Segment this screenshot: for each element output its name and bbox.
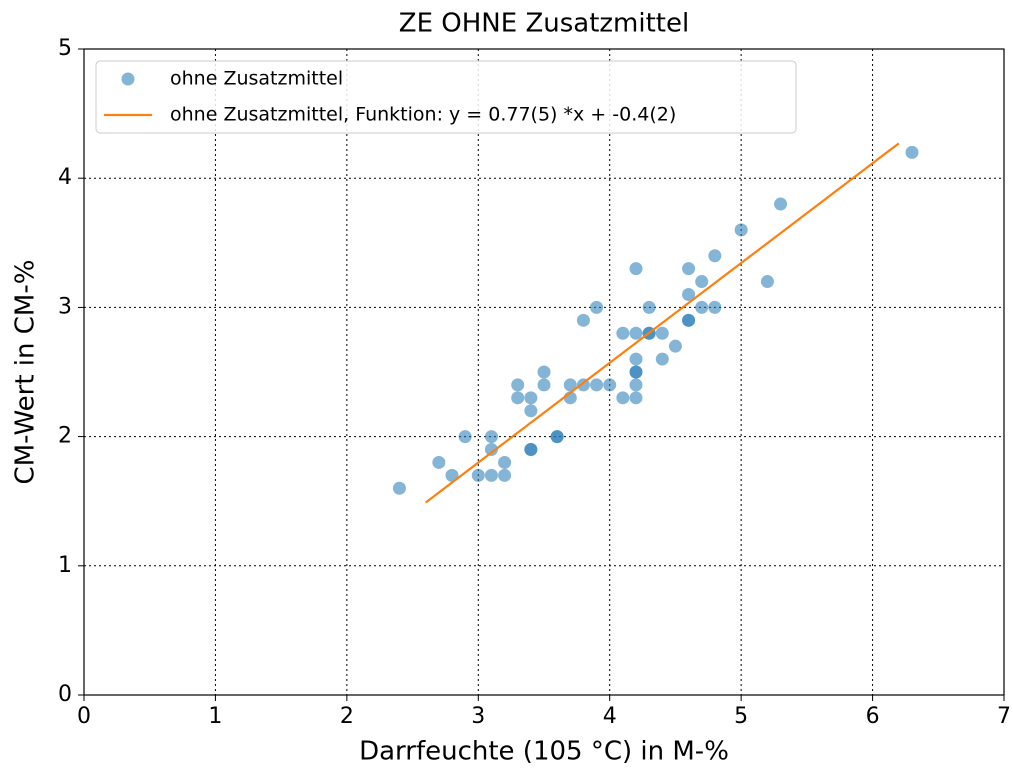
scatter-point <box>695 275 709 289</box>
legend-marker <box>121 72 135 86</box>
scatter-point <box>563 378 577 392</box>
scatter-point <box>445 468 459 482</box>
scatter-point <box>708 300 722 314</box>
x-tick-label: 7 <box>997 704 1011 729</box>
scatter-point <box>471 468 485 482</box>
scatter-point <box>668 339 682 353</box>
x-tick-label: 2 <box>340 704 354 729</box>
y-tick-label: 3 <box>58 294 72 319</box>
scatter-point <box>458 430 472 444</box>
scatter-point <box>629 391 643 405</box>
x-tick-label: 1 <box>208 704 222 729</box>
y-tick-label: 4 <box>58 165 72 190</box>
y-axis-label: CM-Wert in CM-% <box>11 260 41 485</box>
x-tick-label: 6 <box>866 704 880 729</box>
scatter-point <box>682 313 696 327</box>
x-axis-label: Darrfeuchte (105 °C) in M-% <box>359 737 729 767</box>
scatter-point <box>484 430 498 444</box>
scatter-point <box>682 287 696 301</box>
scatter-point <box>392 481 406 495</box>
scatter-point <box>774 197 788 211</box>
y-tick-label: 1 <box>58 553 72 578</box>
scatter-point <box>537 365 551 379</box>
scatter-point <box>655 352 669 366</box>
scatter-point <box>498 455 512 469</box>
scatter-point <box>432 455 446 469</box>
scatter-point <box>760 275 774 289</box>
scatter-point <box>708 249 722 263</box>
scatter-point <box>511 378 525 392</box>
scatter-point <box>629 352 643 366</box>
scatter-point <box>537 378 551 392</box>
scatter-point <box>524 443 538 457</box>
x-tick-label: 3 <box>471 704 485 729</box>
scatter-point <box>498 468 512 482</box>
scatter-point <box>734 223 748 237</box>
y-tick-label: 0 <box>58 682 72 707</box>
scatter-point <box>524 391 538 405</box>
y-tick-label: 2 <box>58 424 72 449</box>
fit-line <box>425 142 900 504</box>
scatter-point <box>511 391 525 405</box>
scatter-point <box>616 391 630 405</box>
scatter-point <box>629 326 643 340</box>
legend-label: ohne Zusatzmittel, Funktion: y = 0.77(5)… <box>170 104 676 126</box>
legend-label: ohne Zusatzmittel <box>170 68 343 90</box>
y-tick-label: 5 <box>58 36 72 61</box>
plot-frame <box>83 48 1005 696</box>
x-tick-label: 4 <box>603 704 617 729</box>
scatter-point <box>629 365 643 379</box>
scatter-point <box>576 313 590 327</box>
scatter-point <box>682 262 696 276</box>
x-tick-label: 0 <box>77 704 91 729</box>
scatter-point <box>603 378 617 392</box>
scatter-point <box>484 468 498 482</box>
legend-box <box>95 60 797 134</box>
scatter-point <box>590 378 604 392</box>
scatter-point <box>695 300 709 314</box>
scatter-point <box>616 326 630 340</box>
scatter-point <box>550 430 564 444</box>
x-tick-label: 5 <box>734 704 748 729</box>
scatter-point <box>590 300 604 314</box>
scatter-point <box>905 145 919 159</box>
scatter-point <box>629 378 643 392</box>
scatter-point <box>642 300 656 314</box>
scatter-point <box>484 443 498 457</box>
scatter-point <box>524 404 538 418</box>
scatter-point <box>629 262 643 276</box>
scatter-point <box>655 326 669 340</box>
chart-title: ZE OHNE Zusatzmittel <box>399 9 689 39</box>
